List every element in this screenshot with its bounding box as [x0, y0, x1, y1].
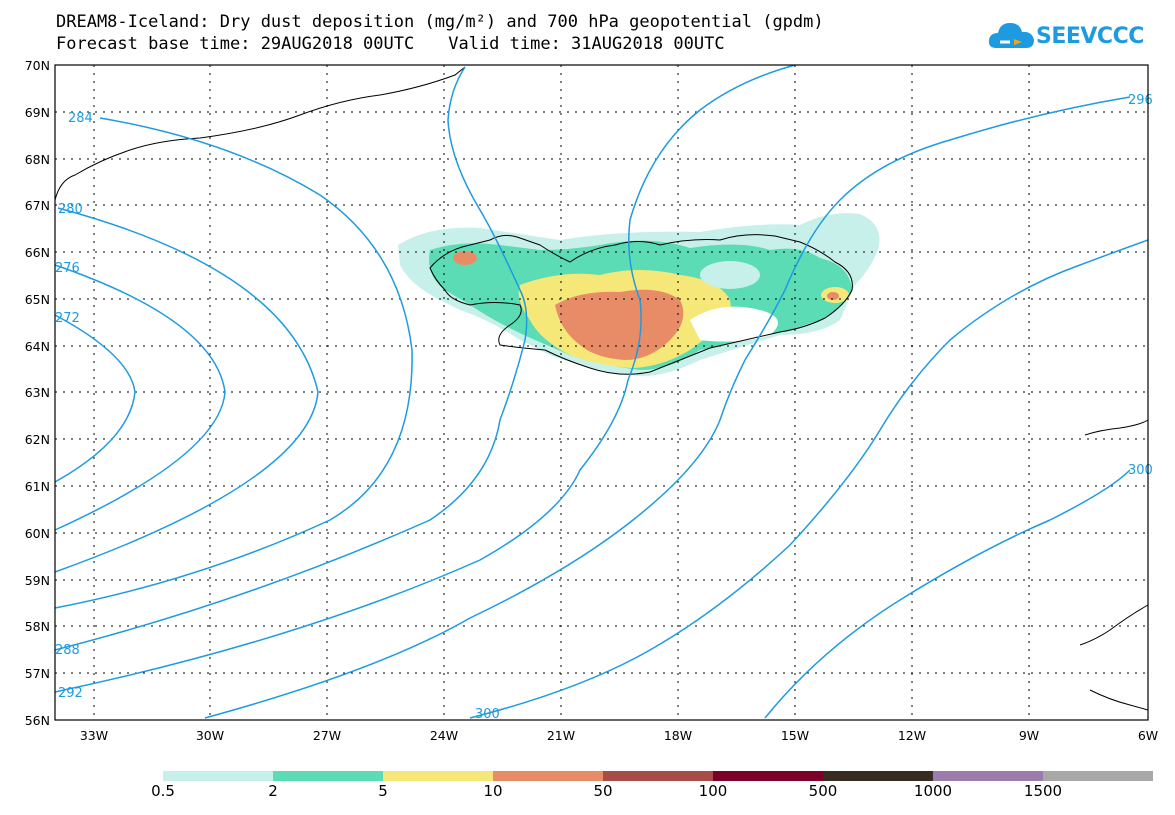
contour-284: [54, 117, 413, 609]
colorbar-label: 0.5: [151, 782, 175, 800]
dust-patch-north: [700, 261, 760, 289]
lat-label: 62N: [25, 432, 50, 447]
contour-288: [54, 66, 528, 651]
contour-292: [54, 64, 796, 693]
map-subtitle: Forecast base time: 29AUG2018 00UTC Valid…: [56, 35, 725, 54]
lon-label: 18W: [664, 728, 692, 743]
lon-label: 33W: [80, 728, 108, 743]
lat-label: 58N: [25, 619, 50, 634]
colorbar-swatch: [273, 771, 383, 781]
contour-label: 284: [68, 111, 93, 126]
lon-label: 24W: [430, 728, 458, 743]
scotland-coastline: [1079, 419, 1149, 711]
colorbar-swatch: [493, 771, 603, 781]
colorbar-label: 1000: [913, 782, 953, 800]
lon-label: 6W: [1138, 728, 1158, 743]
lon-label: 30W: [196, 728, 224, 743]
seevccc-logo: SEEVCCC: [988, 18, 1148, 58]
contour-296: [469, 239, 1149, 719]
colorbar-swatch: [823, 771, 933, 781]
colorbar-swatch: [383, 771, 493, 781]
colorbar-swatch: [603, 771, 713, 781]
contour-280: [54, 207, 319, 573]
lat-label: 61N: [25, 479, 50, 494]
coastlines: [54, 66, 1149, 711]
contour-300: [204, 96, 1131, 719]
colorbar-swatch: [713, 771, 823, 781]
forecast-base-time: Forecast base time: 29AUG2018 00UTC: [56, 34, 415, 54]
lat-label: 59N: [25, 573, 50, 588]
lat-label: 66N: [25, 245, 50, 260]
contour-labels: 284 280 276 272 288 292 300 296 300: [55, 93, 1153, 722]
lat-label: 60N: [25, 526, 50, 541]
contour-label: 288: [55, 643, 80, 658]
colorbar-label: 1500: [1023, 782, 1063, 800]
colorbar-label: 500: [808, 782, 838, 800]
lat-label: 63N: [25, 385, 50, 400]
contour-label: 296: [1128, 93, 1153, 108]
colorbar-label: 5: [378, 782, 388, 800]
lat-label: 69N: [25, 105, 50, 120]
dust-level-10: [555, 289, 684, 360]
colorbar-label: 2: [268, 782, 278, 800]
colorbar-swatch: [163, 771, 273, 781]
dust-hotspot-northwest: [453, 251, 477, 265]
lon-label: 21W: [547, 728, 575, 743]
geopotential-contours: [54, 64, 1149, 719]
lat-label: 65N: [25, 292, 50, 307]
cloud-icon: [988, 23, 1034, 48]
contour-label: 276: [55, 261, 80, 276]
colorbar-label: 10: [483, 782, 503, 800]
lon-label: 15W: [781, 728, 809, 743]
map-frame: [54, 64, 1149, 721]
graticule: [55, 65, 1148, 720]
lat-label: 64N: [25, 339, 50, 354]
contour-label: 292: [58, 686, 83, 701]
lat-label: 56N: [25, 713, 50, 728]
lon-label: 12W: [898, 728, 926, 743]
lon-label: 9W: [1019, 728, 1039, 743]
valid-time: Valid time: 31AUG2018 00UTC: [448, 34, 725, 54]
dust-hotspot-east-core: [827, 292, 839, 300]
lat-label: 68N: [25, 152, 50, 167]
contour-label: 300: [475, 707, 500, 722]
lon-label: 27W: [313, 728, 341, 743]
colorbar-label: 100: [698, 782, 728, 800]
iceland-coastline: [429, 234, 853, 375]
contour-300b: [764, 469, 1131, 719]
lat-label: 67N: [25, 198, 50, 213]
contour-label: 300: [1128, 463, 1153, 478]
colorbar-swatch: [1043, 771, 1153, 781]
contour-label: 272: [55, 311, 80, 326]
dust-clear-area: [690, 306, 778, 342]
colorbar-swatch: [933, 771, 1043, 781]
contour-272: [54, 314, 136, 483]
colorbar-label: 50: [593, 782, 613, 800]
logo-text: SEEVCCC: [1036, 24, 1144, 49]
latitude-labels: 70N 69N 68N 67N 66N 65N 64N 63N 62N 61N …: [25, 58, 50, 728]
lat-label: 57N: [25, 666, 50, 681]
map-title: DREAM8-Iceland: Dry dust deposition (mg/…: [56, 12, 824, 32]
greenland-coastline: [54, 66, 466, 201]
contour-label: 280: [58, 202, 83, 217]
contour-276: [54, 264, 226, 531]
longitude-labels: 33W 30W 27W 24W 21W 18W 15W 12W 9W 6W: [80, 728, 1158, 743]
lat-label: 70N: [25, 58, 50, 73]
